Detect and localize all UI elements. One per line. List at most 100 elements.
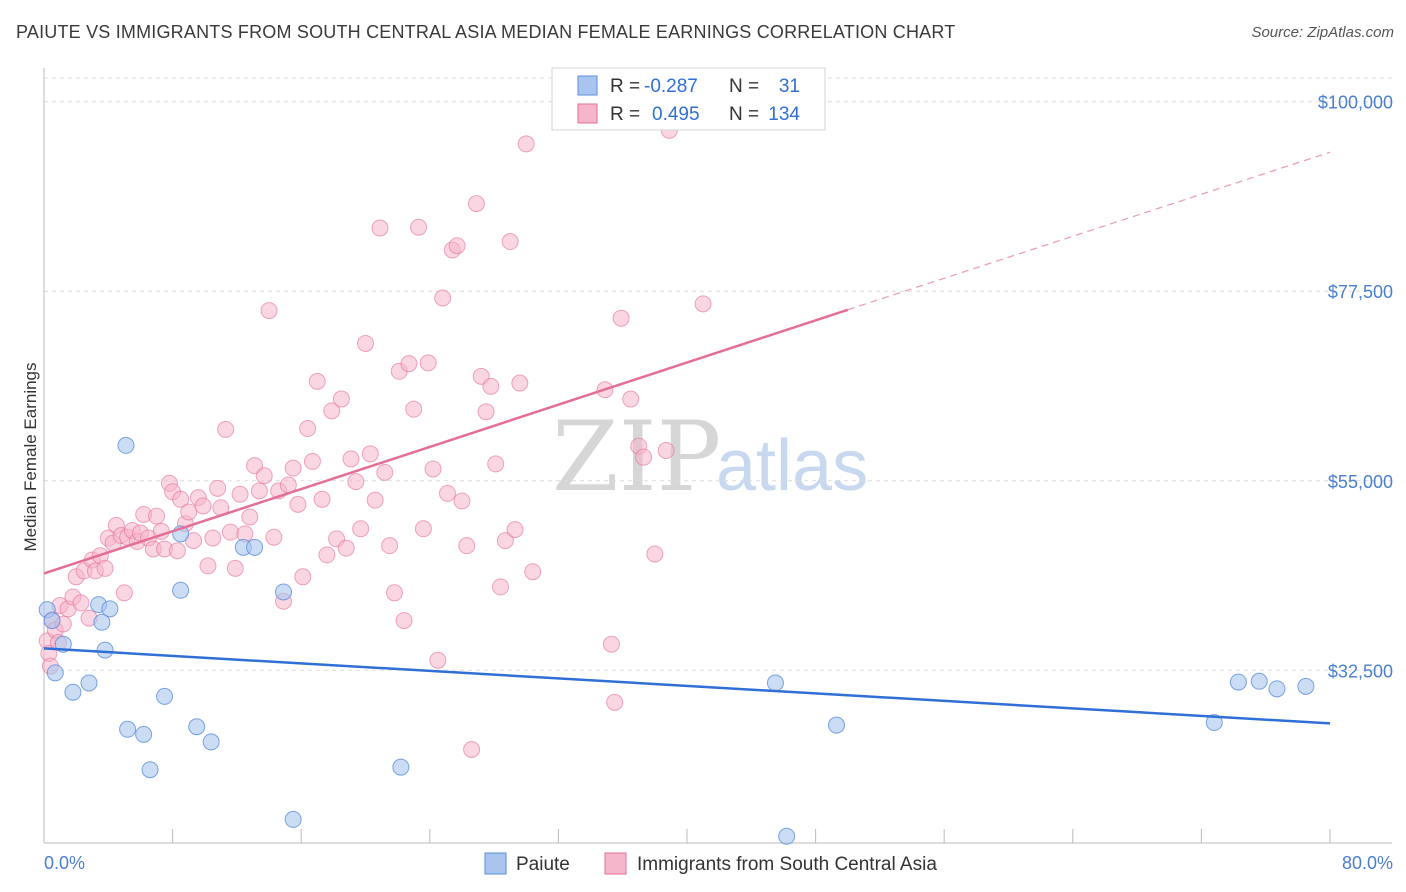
y-tick-label: $100,000 bbox=[1318, 93, 1393, 113]
trend-line-immigrants-extension bbox=[847, 151, 1331, 311]
data-point-immigrants bbox=[241, 508, 259, 526]
data-point-immigrants bbox=[448, 237, 466, 255]
data-point-paiute bbox=[202, 733, 220, 751]
data-point-paiute bbox=[96, 641, 114, 659]
data-point-immigrants bbox=[342, 450, 360, 468]
data-point-paiute bbox=[141, 761, 159, 779]
data-point-immigrants bbox=[414, 520, 432, 538]
data-point-immigrants bbox=[395, 612, 413, 630]
data-point-paiute bbox=[172, 581, 190, 599]
data-point-immigrants bbox=[72, 594, 90, 612]
data-point-paiute bbox=[1250, 672, 1268, 690]
series-legend: Paiute Immigrants from South Central Asi… bbox=[484, 852, 937, 875]
data-point-immigrants bbox=[289, 495, 307, 513]
chart-title: PAIUTE VS IMMIGRANTS FROM SOUTH CENTRAL … bbox=[16, 22, 956, 42]
gridlines bbox=[44, 77, 1392, 671]
y-tick-label: $55,000 bbox=[1328, 472, 1393, 492]
data-point-immigrants bbox=[410, 218, 428, 236]
data-point-paiute bbox=[1268, 680, 1286, 698]
legend-n-label: N = bbox=[729, 104, 759, 125]
data-point-immigrants bbox=[115, 584, 133, 602]
data-point-immigrants bbox=[501, 233, 519, 251]
data-point-immigrants bbox=[434, 289, 452, 307]
x-tick-labels: 0.0% 80.0% bbox=[44, 853, 1393, 873]
data-point-immigrants bbox=[602, 635, 620, 653]
data-point-immigrants bbox=[517, 135, 535, 153]
data-point-immigrants bbox=[482, 377, 500, 395]
data-point-immigrants bbox=[299, 420, 317, 438]
data-point-paiute bbox=[64, 683, 82, 701]
data-point-paiute bbox=[766, 674, 784, 692]
data-point-immigrants bbox=[303, 452, 321, 470]
data-point-immigrants bbox=[361, 445, 379, 463]
data-point-immigrants bbox=[657, 441, 675, 459]
data-point-immigrants bbox=[318, 546, 336, 564]
data-point-immigrants bbox=[255, 467, 273, 485]
data-point-immigrants bbox=[96, 559, 114, 577]
data-point-immigrants bbox=[294, 568, 312, 586]
legend-n-label: N = bbox=[729, 76, 759, 97]
legend-n-value: 31 bbox=[779, 76, 800, 97]
data-point-paiute bbox=[135, 725, 153, 743]
data-point-immigrants bbox=[635, 448, 653, 466]
data-point-paiute bbox=[43, 612, 61, 630]
series-immigrants-points bbox=[38, 121, 712, 758]
watermark: ZIP atlas bbox=[552, 401, 868, 513]
axes bbox=[43, 68, 1392, 844]
legend-swatch-pink bbox=[577, 103, 598, 124]
data-point-immigrants bbox=[694, 295, 712, 313]
legend-immigrants-label: Immigrants from South Central Asia bbox=[637, 854, 937, 875]
legend-paiute-label: Paiute bbox=[516, 854, 570, 875]
data-point-immigrants bbox=[438, 484, 456, 502]
data-point-immigrants bbox=[180, 503, 198, 521]
y-tick-label: $77,500 bbox=[1328, 282, 1393, 302]
data-point-paiute bbox=[1297, 677, 1315, 695]
data-point-immigrants bbox=[453, 492, 471, 510]
legend-paiute-swatch bbox=[484, 852, 507, 875]
data-point-paiute bbox=[246, 538, 264, 556]
data-point-immigrants bbox=[194, 497, 212, 515]
data-point-immigrants bbox=[332, 390, 350, 408]
y-tick-labels: $32,500 $55,000 $77,500 $100,000 bbox=[1318, 93, 1393, 682]
legend-swatch-blue bbox=[577, 75, 598, 96]
data-point-immigrants bbox=[385, 584, 403, 602]
data-point-immigrants bbox=[352, 520, 370, 538]
legend-r-label: R = bbox=[610, 104, 640, 125]
legend-r-value: -0.287 bbox=[644, 76, 698, 97]
legend-n-value: 134 bbox=[768, 104, 800, 125]
data-point-immigrants bbox=[226, 559, 244, 577]
data-point-immigrants bbox=[217, 420, 235, 438]
series-paiute-points bbox=[38, 436, 1315, 845]
data-point-immigrants bbox=[313, 490, 331, 508]
data-point-immigrants bbox=[622, 390, 640, 408]
data-point-immigrants bbox=[419, 354, 437, 372]
data-point-immigrants bbox=[209, 479, 227, 497]
data-point-paiute bbox=[188, 718, 206, 736]
trend-line-paiute bbox=[43, 647, 1331, 725]
data-point-immigrants bbox=[381, 537, 399, 555]
data-point-paiute bbox=[101, 600, 119, 618]
data-point-immigrants bbox=[250, 482, 268, 500]
data-point-immigrants bbox=[424, 460, 442, 478]
source-label: Source: ZipAtlas.com bbox=[1251, 24, 1394, 41]
data-point-paiute bbox=[1229, 673, 1247, 691]
watermark-atlas: atlas bbox=[716, 426, 868, 506]
data-point-immigrants bbox=[284, 459, 302, 477]
data-point-immigrants bbox=[357, 334, 374, 352]
data-point-immigrants bbox=[524, 563, 542, 581]
data-point-immigrants bbox=[371, 219, 389, 237]
data-point-immigrants bbox=[612, 309, 630, 327]
correlation-legend: R = -0.287 N = 31 R = 0.495 N = 134 bbox=[551, 67, 826, 131]
data-point-immigrants bbox=[308, 372, 326, 390]
data-point-immigrants bbox=[400, 355, 418, 373]
data-point-immigrants bbox=[231, 485, 249, 503]
data-point-paiute bbox=[156, 687, 174, 705]
data-point-paiute bbox=[284, 810, 302, 828]
data-point-paiute bbox=[392, 758, 410, 776]
data-point-immigrants bbox=[405, 400, 423, 418]
data-point-paiute bbox=[80, 674, 98, 692]
data-point-immigrants bbox=[487, 455, 505, 473]
data-point-immigrants bbox=[260, 302, 278, 320]
data-point-immigrants bbox=[463, 740, 481, 758]
